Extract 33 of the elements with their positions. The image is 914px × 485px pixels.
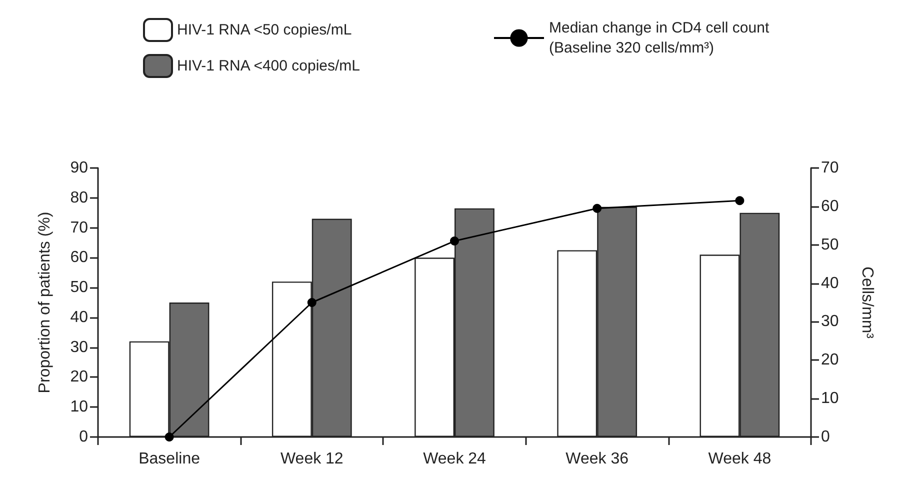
y2-tick-label: 30	[821, 313, 839, 330]
x-tick-label: Baseline	[138, 450, 200, 468]
legend-label: Median change in CD4 cell count (Baseline 320 cells/mm³)	[549, 20, 770, 56]
y-axis-title: Proportion of patients (%)	[36, 212, 54, 394]
y2-tick-label: 0	[821, 428, 830, 446]
x-tick-label: Week 24	[423, 450, 486, 468]
point	[592, 204, 602, 213]
y2-tick-label: 10	[821, 390, 839, 408]
y-tick-label: 80	[70, 189, 88, 206]
y-tick-label: 10	[70, 398, 88, 416]
x-tick-label: Week 12	[280, 450, 344, 468]
x-tick-label: Week 48	[708, 450, 772, 468]
y2-tick-label: 60	[821, 198, 839, 215]
y-tick-label: 60	[70, 249, 88, 266]
x-tick-label: Week 36	[566, 450, 629, 468]
point	[735, 196, 744, 206]
y-tick-label: 70	[70, 219, 88, 236]
y-tick-label: 50	[70, 279, 88, 296]
y2-axis-title: Cells/mm³	[858, 266, 876, 340]
y2-tick-label: 20	[821, 352, 839, 369]
y-tick-label: 30	[70, 338, 88, 356]
y-tick-label: 0	[79, 428, 88, 446]
legend-label: HIV-1 RNA <50 copies/mL	[177, 22, 352, 38]
y-tick-label: 20	[70, 368, 88, 386]
legend-label: HIV-1 RNA <400 copies/mL	[177, 58, 360, 74]
y2-tick-label: 40	[821, 274, 839, 292]
y2-tick-label: 70	[821, 160, 839, 176]
y-tick-label: 90	[70, 160, 88, 176]
y2-tick-label: 50	[821, 236, 839, 254]
y-tick-label: 40	[70, 308, 88, 326]
point	[307, 298, 316, 307]
point	[164, 432, 174, 442]
point	[450, 236, 459, 246]
